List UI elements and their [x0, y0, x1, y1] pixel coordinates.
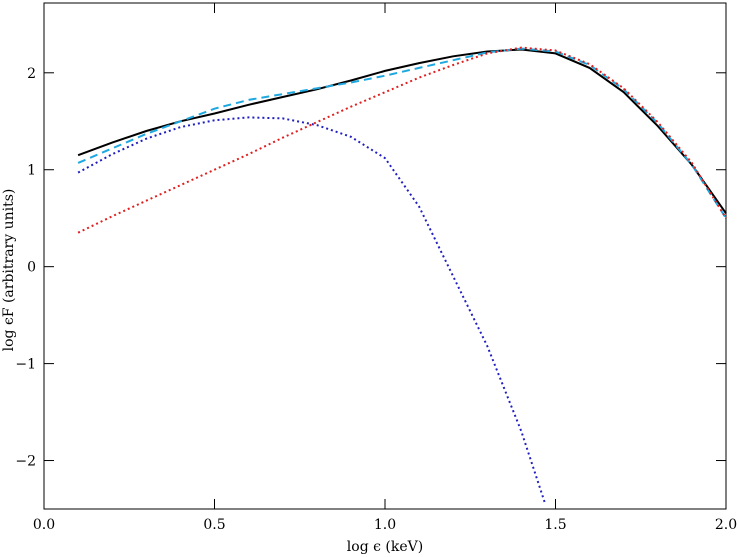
series-line — [77, 47, 727, 219]
x-axis-label: log ϵ (keV) — [347, 539, 423, 555]
y-tick-label: 1 — [27, 163, 36, 179]
y-tick-label: −1 — [15, 357, 36, 373]
x-tick-label: 0.0 — [33, 517, 55, 533]
x-tick-label: 1.5 — [544, 517, 566, 533]
series-line — [77, 116, 547, 505]
y-tick-label: −2 — [15, 454, 36, 470]
y-tick-label: 2 — [27, 66, 36, 82]
x-tick-label: 2.0 — [715, 517, 737, 533]
plot-frame — [43, 2, 727, 510]
y-axis-label: log ϵF (arbitrary units) — [1, 189, 17, 352]
y-tick-label: 0 — [27, 260, 36, 276]
series-line — [77, 46, 727, 234]
x-tick-label: 1.0 — [374, 517, 396, 533]
x-tick-label: 0.5 — [203, 517, 225, 533]
series-line — [77, 48, 727, 214]
